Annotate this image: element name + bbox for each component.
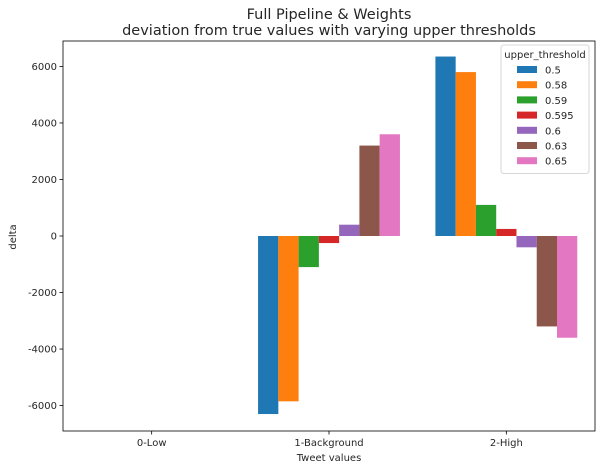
legend-swatch-0.5 — [517, 66, 537, 73]
legend-label-0.59: 0.59 — [545, 96, 567, 107]
legend-label-0.595: 0.595 — [545, 111, 574, 122]
bars-layer — [258, 56, 578, 415]
legend: upper_threshold 0.5 0.58 0.59 0.595 0.6 0.63 0.… — [500, 44, 590, 174]
y-tick-label: 0 — [51, 232, 57, 243]
legend-swatch-0.595 — [517, 111, 537, 119]
legend-label-0.6: 0.6 — [545, 126, 561, 137]
legend-swatch-0.59 — [517, 96, 537, 104]
bar-0.6-1-Background — [339, 224, 360, 236]
bar-0.58-2-High — [455, 72, 476, 236]
bar-0.59-2-High — [475, 204, 497, 236]
bar-0.63-2-High — [536, 236, 557, 327]
bar-0.5-1-Background — [258, 236, 279, 415]
legend-box — [500, 44, 590, 174]
bar-0.63-1-Background — [359, 145, 380, 236]
y-tick-label: 4000 — [32, 118, 57, 129]
bar-0.58-1-Background — [278, 236, 299, 402]
x-tick-label: 1-Background — [294, 438, 363, 449]
bar-0.595-2-High — [496, 228, 517, 236]
legend-label-0.5: 0.5 — [545, 66, 561, 77]
y-tick-label: -6000 — [28, 401, 57, 412]
legend-label-0.63: 0.63 — [545, 142, 567, 153]
bar-0.595-1-Background — [318, 236, 340, 244]
legend-swatch-0.63 — [517, 142, 537, 149]
bar-0.65-1-Background — [379, 134, 400, 236]
legend-swatch-0.65 — [517, 157, 537, 165]
bar-0.6-2-High — [516, 236, 537, 248]
y-tick-label: 2000 — [32, 175, 57, 186]
bar-0.59-1-Background — [298, 236, 319, 268]
bar-0.65-2-High — [557, 236, 578, 338]
y-tick-label: -4000 — [28, 345, 57, 356]
y-tick-label: -2000 — [28, 288, 57, 299]
x-tick-label: 2-High — [490, 438, 523, 449]
x-axis-label: Tweet values — [296, 453, 362, 464]
legend-title: upper_threshold — [504, 50, 585, 61]
bar-0.5-2-High — [435, 56, 456, 236]
legend-label-0.58: 0.58 — [545, 81, 567, 92]
legend-label-0.65: 0.65 — [545, 157, 567, 168]
axes-layer: -6000 -4000 -2000 0 2000 4000 6000 0-Low 1-Backg… — [28, 40, 596, 449]
legend-swatch-0.6 — [517, 126, 537, 134]
y-tick-label: 6000 — [32, 62, 57, 73]
x-tick-label: 0-Low — [137, 438, 167, 449]
chart-subtitle: deviation from true values with varying … — [122, 23, 536, 39]
chart-title: Full Pipeline & Weights — [247, 7, 412, 23]
y-axis-label: delta — [8, 224, 19, 249]
legend-swatch-0.58 — [517, 81, 537, 89]
